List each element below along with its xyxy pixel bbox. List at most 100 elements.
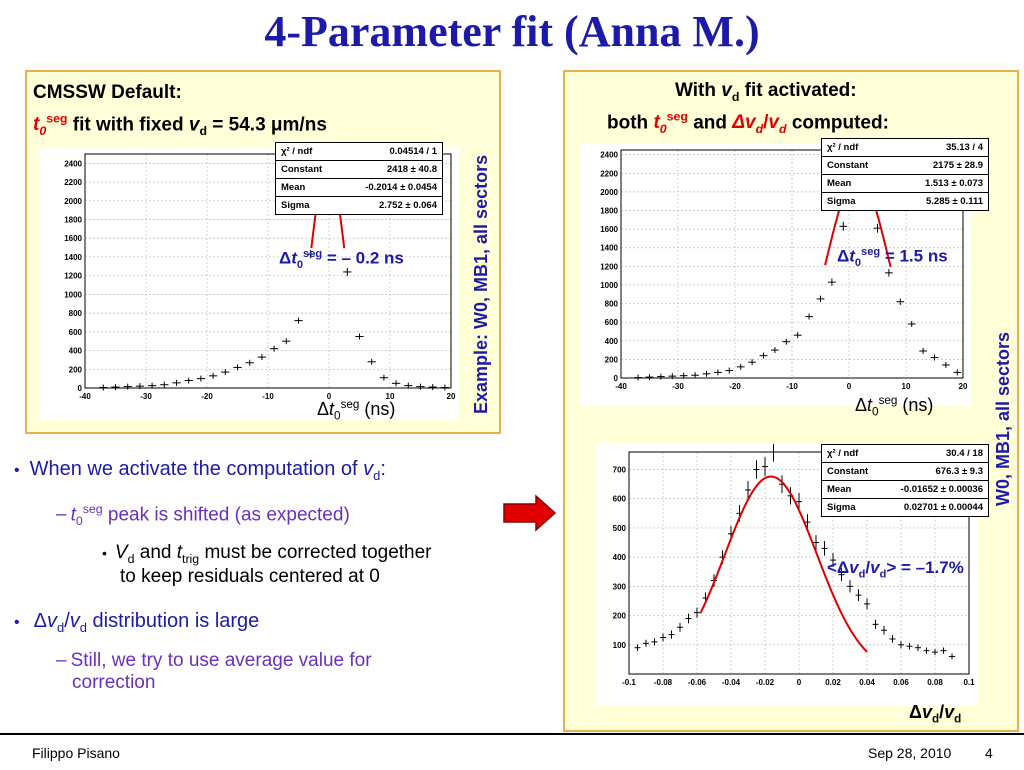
tsub: trig	[182, 551, 200, 566]
data-point	[839, 221, 848, 231]
data-point	[898, 641, 904, 649]
stats-key: Sigma	[281, 200, 310, 211]
right-top-xaxis-label: Δt0seg (ns)	[855, 394, 933, 419]
text: When we activate the computation of	[29, 458, 364, 480]
sub: d	[127, 551, 135, 566]
sup: seg	[666, 110, 688, 124]
data-point	[714, 369, 722, 376]
text: Still, we try to use average value for	[70, 650, 372, 671]
sub2: d	[954, 712, 962, 726]
data-point	[953, 369, 962, 376]
right-top-histogram: -40 -30 -20 -10 0 10 2002004006008001000120014…	[600, 149, 968, 391]
stats-row: Constant 2418 ± 40.8	[276, 160, 442, 179]
footer: Filippo Pisano Sep 28, 2010 4	[0, 733, 1024, 770]
sup: seg	[861, 246, 881, 258]
value: = – 0.2 ns	[322, 248, 404, 268]
data-point	[694, 607, 700, 618]
slash: /	[865, 558, 871, 577]
data-point	[753, 460, 760, 479]
left-stats-table: χ² / ndf 0.04514 / 1 Constant 2418 ± 40.8 Me…	[276, 143, 442, 214]
t: t	[867, 395, 873, 415]
t: t	[329, 399, 335, 419]
stats-row: Constant 676.3 ± 9.3	[822, 462, 988, 481]
sub: d	[931, 712, 940, 726]
t: t	[291, 248, 297, 268]
stats-value: 2418 ± 40.8	[339, 160, 442, 179]
y-tick-label: 800	[605, 300, 619, 309]
right-arrow-icon	[503, 494, 557, 532]
data-point	[915, 644, 921, 652]
left-annotation: Δt0seg = – 0.2 ns	[279, 248, 404, 271]
right-top-plot: -40 -30 -20 -10 0 10 20 0 200 400 600 800 1000 1200 14…	[579, 144, 971, 406]
data-point	[685, 613, 692, 624]
data-point	[782, 338, 791, 345]
delta: Δ	[855, 395, 868, 415]
stats-value: 1.513 ± 0.073	[893, 174, 988, 193]
right-header-line1: With vd fit activated:	[675, 80, 857, 104]
sub: d	[56, 620, 65, 635]
data-point	[257, 354, 267, 361]
t0-symbol: t0seg	[33, 112, 67, 138]
stats-key: Mean	[822, 480, 882, 499]
data-point	[111, 384, 120, 391]
data-point	[367, 358, 376, 365]
stats-value: 676.3 ± 9.3	[881, 462, 988, 481]
x-tick-label: 0.1	[963, 678, 975, 687]
data-point	[796, 493, 802, 511]
data-point	[949, 653, 955, 660]
y-tick-label: 300	[613, 582, 627, 591]
data-point	[160, 381, 169, 388]
stats-row: χ² / ndf 35.13 / 4	[822, 139, 988, 157]
delta: Δ	[317, 399, 330, 419]
data-point	[355, 333, 364, 340]
stats-value: -0.2014 ± 0.0454	[339, 178, 442, 197]
slide-title: 4-Parameter fit (Anna M.)	[264, 7, 760, 56]
dv: Δv	[732, 112, 756, 134]
right-bottom-plot: -0.1 -0.08 -0.06 -0.04 -0.02 0 0.02 0.04 0.06 0.0…	[595, 442, 977, 706]
v-letter: v	[721, 80, 732, 101]
data-point	[940, 647, 947, 654]
data-point	[881, 625, 887, 635]
stats-key: χ² / ndf	[276, 143, 340, 161]
stats-key: Constant	[822, 462, 882, 481]
data-point	[645, 374, 654, 381]
sub: 0	[334, 409, 341, 423]
footer-author: Filippo Pisano	[32, 745, 120, 761]
data-point	[691, 372, 699, 379]
dvd-symbol: Δvd/vd	[732, 112, 786, 136]
data-point	[770, 442, 777, 462]
y-tick-label: 0	[78, 384, 83, 393]
y-tick-label: 800	[69, 309, 83, 318]
unit: (ns)	[359, 399, 396, 419]
data-point	[294, 317, 303, 324]
data-point	[428, 384, 437, 391]
y-tick-label: 2200	[64, 178, 82, 187]
data-point	[147, 382, 157, 389]
x-tick-label: -20	[201, 392, 213, 401]
right-top-annotation: Δt0seg = 1.5 ns	[837, 246, 948, 269]
fit-activated-text: fit activated:	[739, 80, 857, 101]
x-tick-label: -0.02	[756, 678, 775, 687]
v: v	[363, 458, 374, 480]
sup: seg	[82, 502, 103, 516]
stats-row: Sigma 5.285 ± 0.111	[822, 193, 988, 211]
line-2: correction	[72, 672, 156, 693]
stats-key: Sigma	[827, 196, 856, 207]
plot-frame	[628, 451, 970, 675]
data-point	[793, 332, 802, 339]
text: must be corrected together	[199, 542, 432, 563]
data-point	[748, 359, 756, 366]
left-header-line1: CMSSW Default:	[33, 82, 182, 103]
bullet-dot: •	[14, 462, 20, 479]
sub2: d	[79, 620, 87, 635]
y-tick-label: 2200	[600, 169, 618, 178]
data-point	[805, 313, 813, 320]
data-point	[885, 269, 893, 277]
t: t	[849, 246, 855, 266]
sub: 0	[75, 514, 83, 529]
stats-key: Sigma	[827, 502, 856, 513]
bullet-2-sub: – Still, we try to use average value for …	[56, 650, 372, 694]
open: <Δ	[827, 558, 850, 577]
x-tick-label: 0.08	[927, 678, 943, 687]
y-tick-label: 1800	[600, 206, 618, 215]
